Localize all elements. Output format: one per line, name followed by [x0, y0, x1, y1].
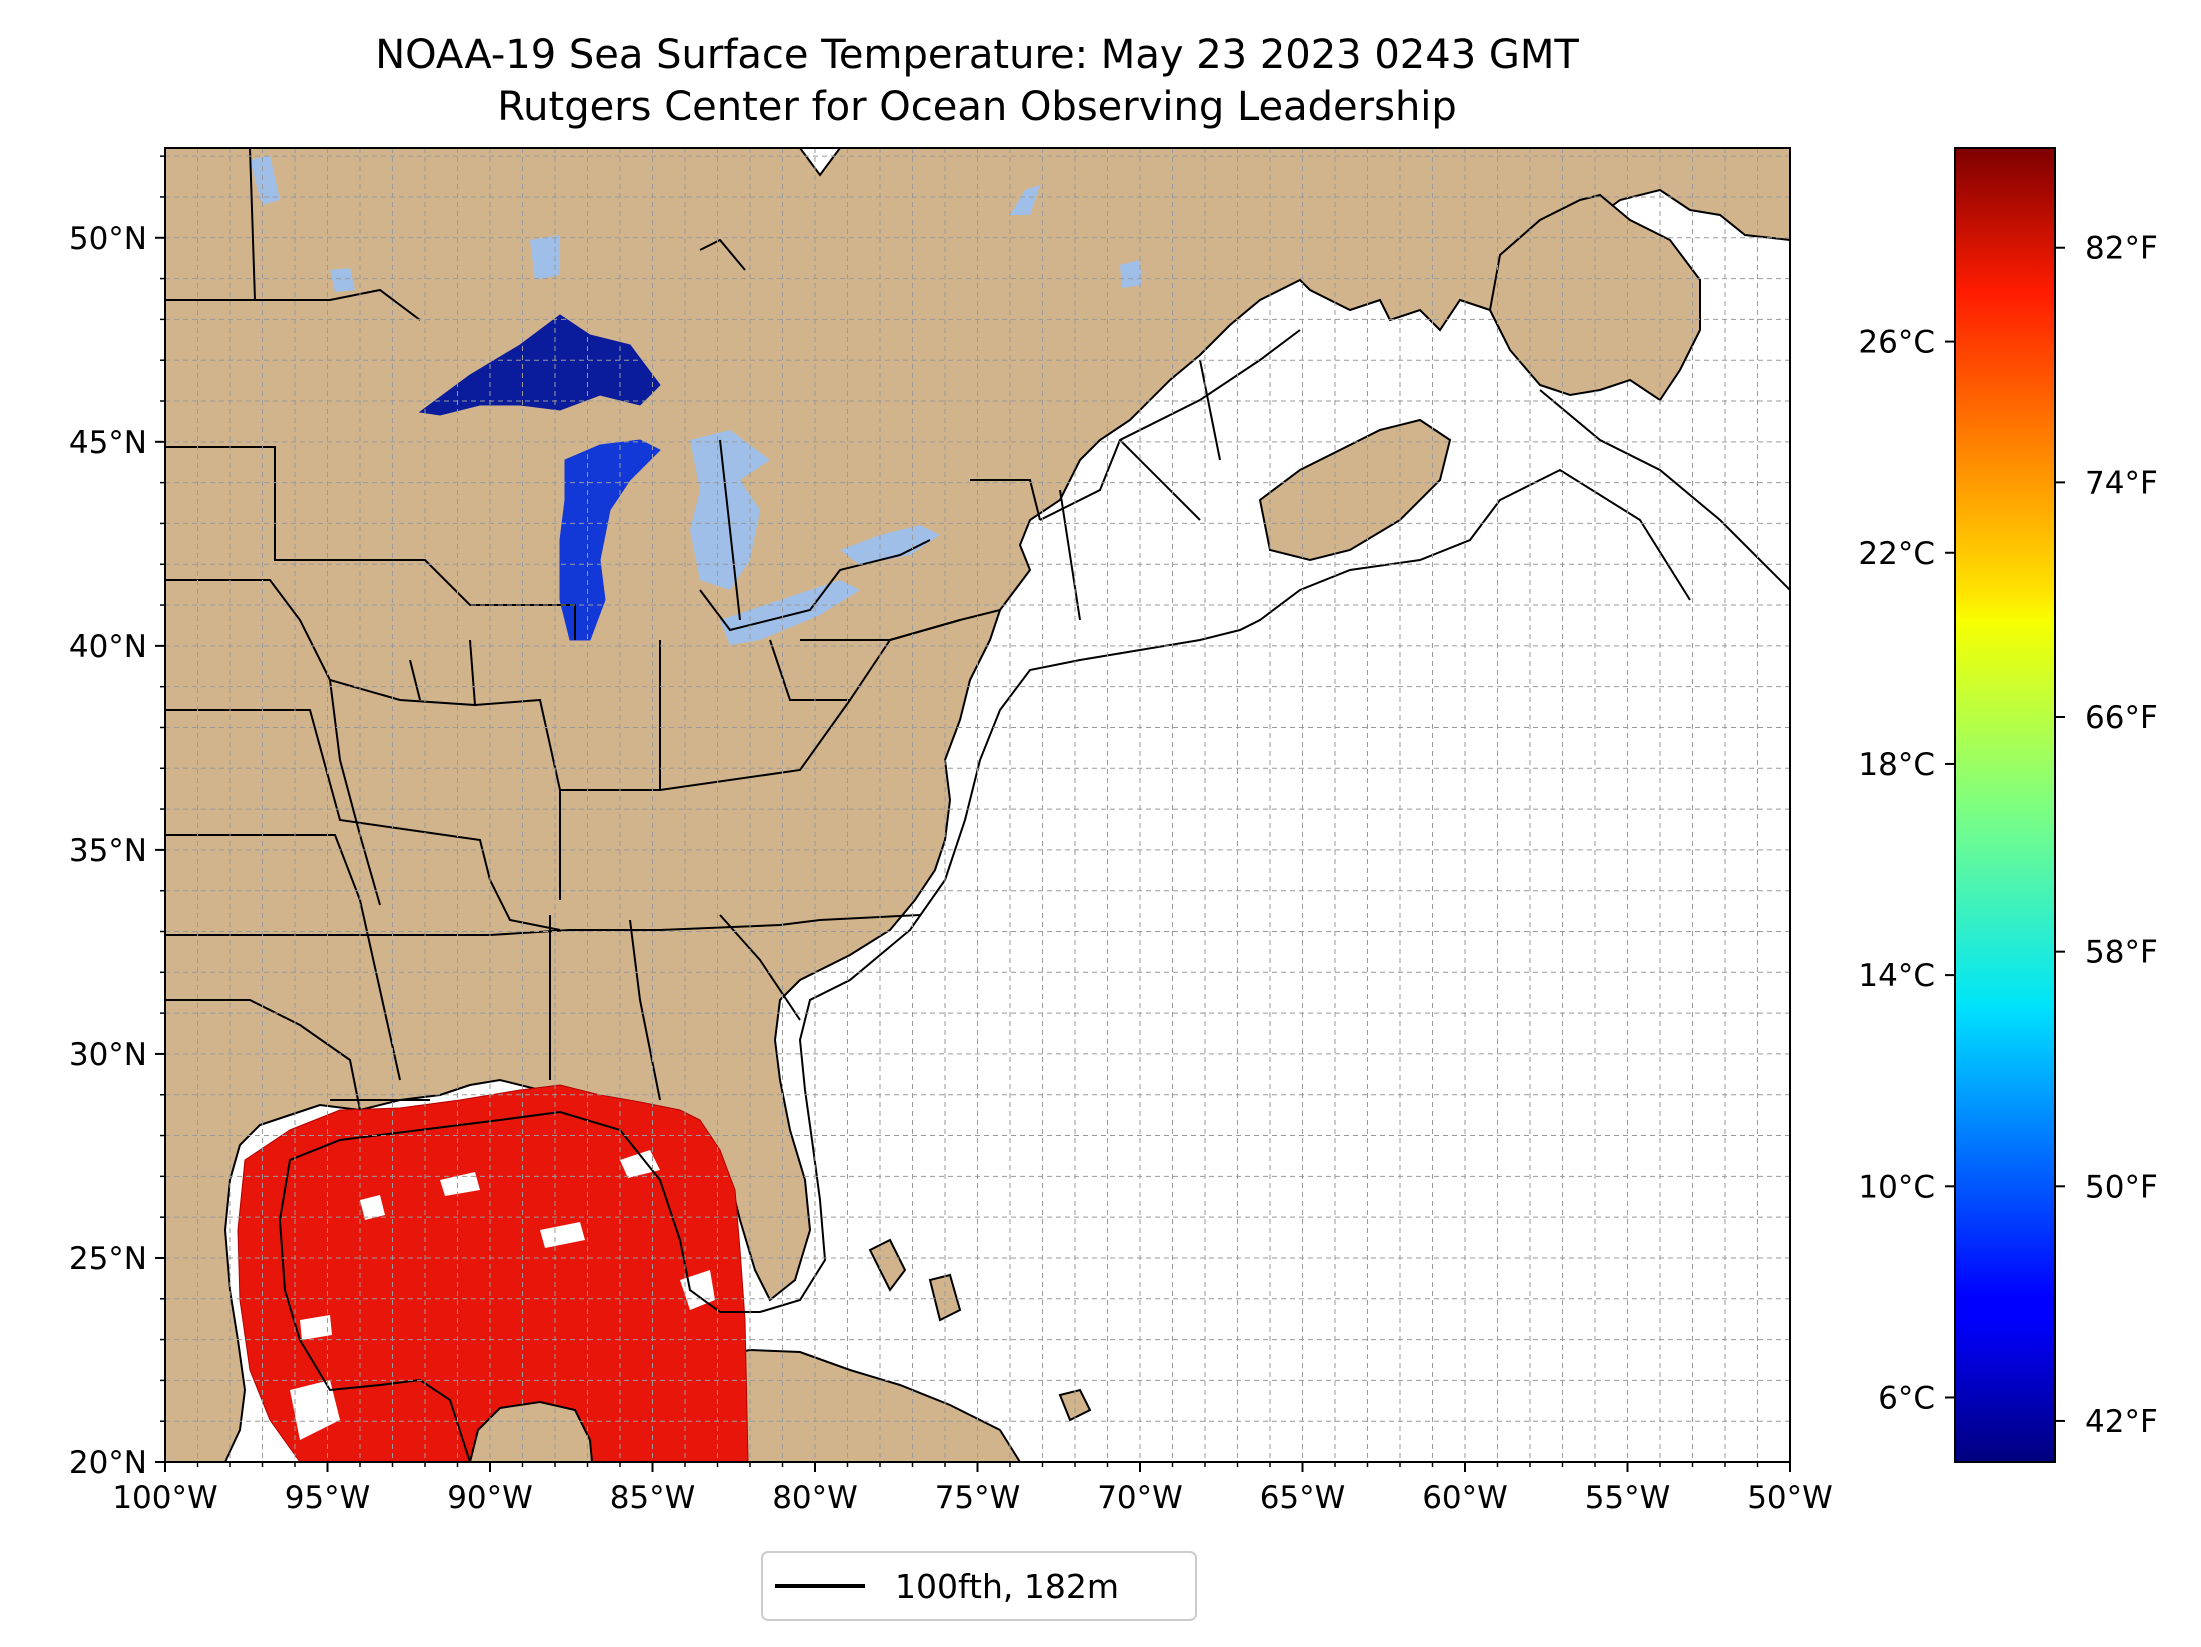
lat-tick-label: 45°N — [69, 425, 147, 461]
legend-label: 100fth, 182m — [895, 1567, 1119, 1606]
legend: 100fth, 182m — [761, 1551, 1197, 1621]
colorbar-c-label: 10°C — [1858, 1169, 1935, 1205]
lon-tick-label: 55°W — [1585, 1480, 1671, 1516]
map-subtitle: Rutgers Center for Ocean Observing Leade… — [497, 84, 1457, 130]
map-gridlines — [165, 148, 1790, 1462]
lon-tick-label: 75°W — [935, 1480, 1021, 1516]
lon-tick-label: 60°W — [1422, 1480, 1508, 1516]
lat-tick-label: 40°N — [69, 629, 147, 665]
colorbar-f-label: 82°F — [2085, 231, 2158, 267]
lon-tick-label: 95°W — [285, 1480, 371, 1516]
colorbar-f-label: 74°F — [2085, 465, 2158, 501]
sst-yucatan-land — [468, 1400, 594, 1462]
lon-tick-label: 100°W — [112, 1480, 217, 1516]
colorbar-gradient — [1954, 147, 2056, 1463]
lat-tick-label: 35°N — [69, 833, 147, 869]
colorbar: 6°C 10°C 14°C 18°C 22°C 26°C 42°F 50°F 58°F 66°F… — [1858, 147, 2158, 1463]
lake-ontario — [840, 525, 940, 565]
lat-tick-label: 25°N — [69, 1241, 147, 1277]
lat-tick-label: 50°N — [69, 221, 147, 257]
lake-superior — [418, 314, 661, 416]
colorbar-c-label: 22°C — [1858, 536, 1935, 572]
land-nova-scotia — [1258, 418, 1452, 562]
lat-tick-label: 20°N — [69, 1445, 147, 1481]
colorbar-c-label: 18°C — [1858, 747, 1935, 783]
isobath-offshore-canada — [1539, 389, 1790, 591]
lon-tick-label: 65°W — [1260, 1480, 1346, 1516]
map-title: NOAA-19 Sea Surface Temperature: May 23 … — [375, 32, 1579, 78]
longitude-axis: 100°W 95°W 90°W 85°W 80°W 75°W 70°W 65°W 60°W 55°… — [112, 1462, 1833, 1516]
latitude-axis: 20°N 25°N 30°N 35°N 40°N 45°N 50°N — [69, 155, 165, 1481]
lat-tick-label: 30°N — [69, 1037, 147, 1073]
lon-tick-label: 70°W — [1097, 1480, 1183, 1516]
colorbar-f-label: 58°F — [2085, 935, 2158, 971]
lon-tick-label: 85°W — [610, 1480, 696, 1516]
lon-tick-label: 50°W — [1747, 1480, 1833, 1516]
lake-erie — [720, 580, 860, 645]
colorbar-c-label: 6°C — [1878, 1380, 1935, 1416]
map-area — [165, 148, 1790, 1462]
lon-tick-label: 90°W — [447, 1480, 533, 1516]
legend-box — [761, 1551, 1197, 1621]
colorbar-c-label: 14°C — [1858, 958, 1935, 994]
colorbar-celsius-ticks: 6°C 10°C 14°C 18°C 22°C 26°C — [1858, 325, 1955, 1416]
political-borders — [165, 148, 1301, 1111]
isobath-100fth — [278, 468, 1691, 1462]
colorbar-f-label: 42°F — [2085, 1404, 2158, 1440]
colorbar-c-label: 26°C — [1858, 325, 1935, 361]
lon-tick-label: 80°W — [772, 1480, 858, 1516]
lake-huron — [690, 430, 770, 590]
land-bahamas — [868, 1238, 1092, 1422]
colorbar-f-label: 50°F — [2085, 1169, 2158, 1205]
colorbar-f-label: 66°F — [2085, 700, 2158, 736]
colorbar-fahrenheit-ticks: 42°F 50°F 58°F 66°F 74°F 82°F — [2055, 231, 2158, 1440]
